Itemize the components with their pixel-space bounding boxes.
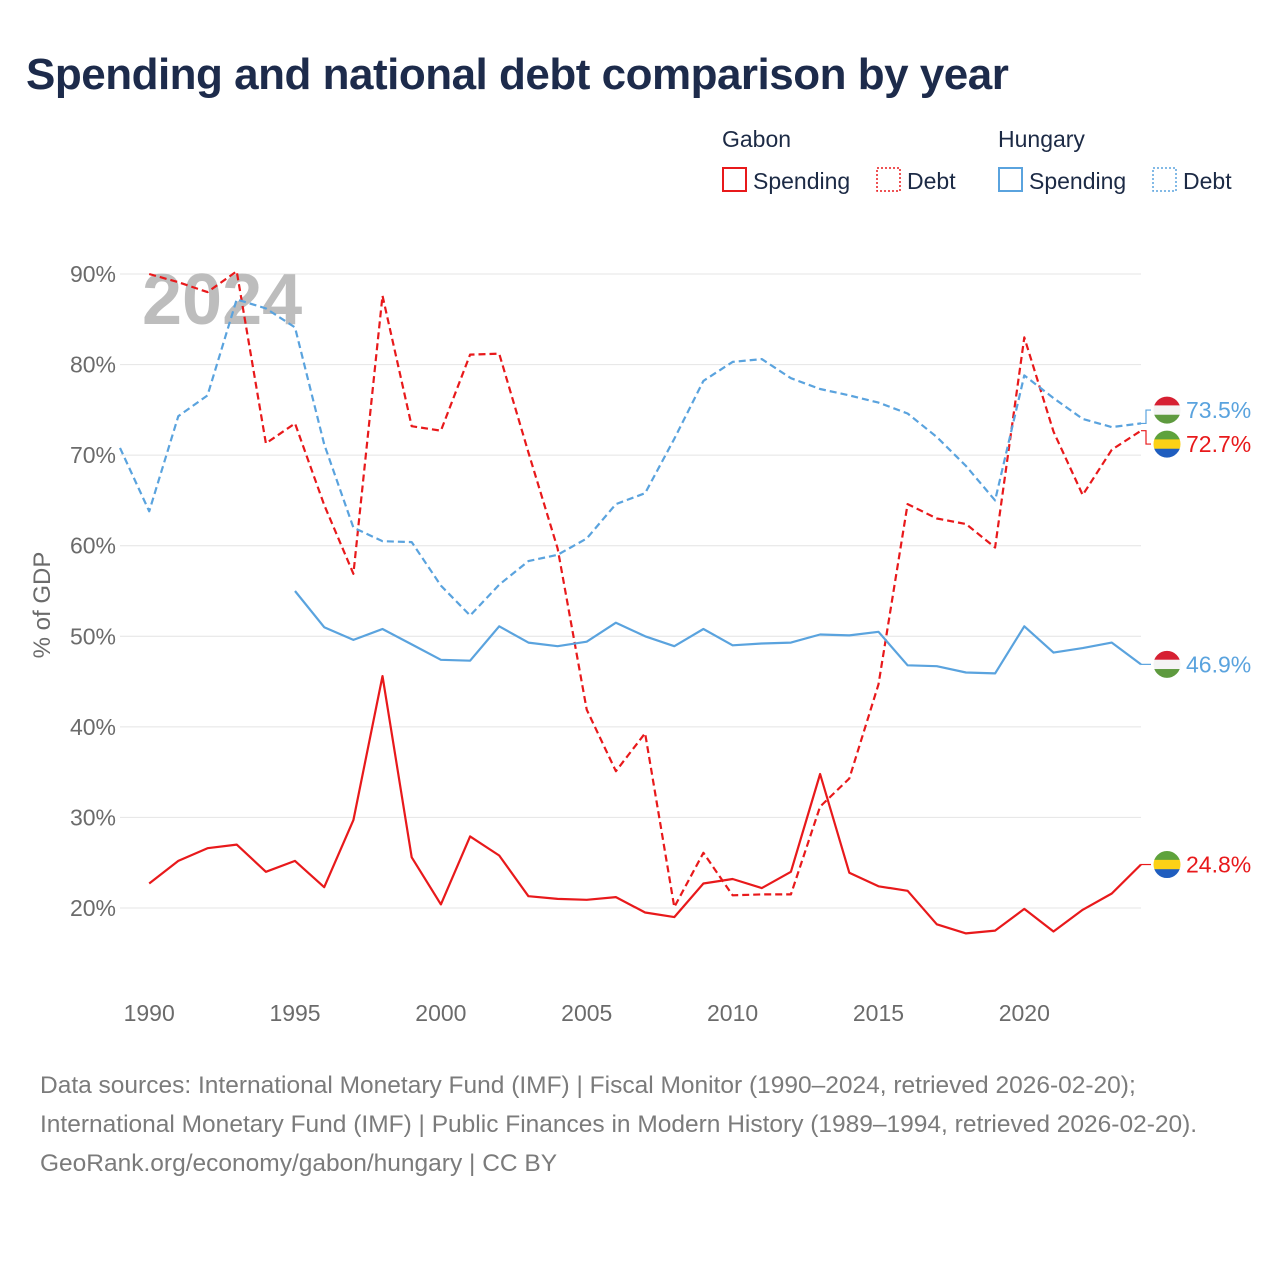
series-line-hungary-debt	[119, 298, 1142, 617]
chart-footer: Data sources: International Monetary Fun…	[40, 1066, 1240, 1183]
end-value-label: 72.7%	[1186, 431, 1251, 457]
end-label-connector	[1141, 430, 1151, 445]
gabon-flag-icon	[1152, 429, 1182, 459]
gabon-flag-icon	[1152, 850, 1182, 880]
end-value-label: 73.5%	[1186, 397, 1251, 423]
legend-entry-label: Debt	[1183, 168, 1232, 194]
x-tick-label: 2020	[999, 1000, 1050, 1026]
end-label-connector	[1141, 409, 1151, 425]
legend-entry-label: Debt	[907, 168, 956, 194]
data-sources-note: Data sources: International Monetary Fun…	[40, 1072, 1198, 1138]
y-tick-label: 90%	[70, 261, 116, 287]
x-tick-label: 2010	[707, 1000, 758, 1026]
line-chart: 2024 20% 30% 40% 50% 60% 70% 80% 90% 1990 1995 200…	[29, 126, 1251, 1026]
series-line-hungary-spending	[294, 590, 1142, 675]
x-tick-label: 1995	[269, 1000, 320, 1026]
y-tick-label: 70%	[70, 442, 116, 468]
y-tick-label: 40%	[70, 714, 116, 740]
legend-group-title: Gabon	[722, 126, 791, 152]
series-line-gabon-debt	[148, 270, 1142, 909]
end-value-label: 46.9%	[1186, 651, 1251, 677]
legend-swatch	[722, 167, 747, 192]
legend-swatch	[876, 167, 901, 192]
legend: Gabon Spending Debt Hungary Spending Debt	[722, 126, 1232, 194]
end-labels: 73.5% 72.7% 46.9% 24.8%	[1141, 395, 1251, 880]
legend-group-title: Hungary	[998, 126, 1085, 152]
x-tick-label: 2005	[561, 1000, 612, 1026]
y-tick-label: 30%	[70, 804, 116, 830]
series-line-gabon-spending	[148, 674, 1142, 935]
y-tick-label: 20%	[70, 895, 116, 921]
y-tick-label: 80%	[70, 352, 116, 378]
y-axis-label: % of GDP	[29, 552, 56, 659]
gridlines	[120, 273, 1141, 909]
x-tick-label: 2000	[415, 1000, 466, 1026]
hungary-flag-icon	[1152, 395, 1182, 425]
y-tick-label: 60%	[70, 533, 116, 559]
legend-swatch	[1152, 167, 1177, 192]
legend-entry-label: Spending	[753, 168, 850, 194]
credit-link[interactable]: GeoRank.org/economy/gabon/hungary | CC B…	[40, 1150, 558, 1177]
year-watermark: 2024	[142, 260, 302, 340]
hungary-flag-icon	[1152, 649, 1182, 679]
chart-title: Spending and national debt comparison by…	[26, 50, 1009, 99]
x-tick-label: 2015	[853, 1000, 904, 1026]
end-value-label: 24.8%	[1186, 852, 1251, 878]
y-tick-label: 50%	[70, 623, 116, 649]
series-lines	[119, 270, 1142, 935]
axes: 20% 30% 40% 50% 60% 70% 80% 90% 1990 1995 2000 2005…	[29, 261, 1050, 1026]
x-tick-label: 1990	[124, 1000, 175, 1026]
legend-swatch	[998, 167, 1023, 192]
legend-entry-label: Spending	[1029, 168, 1126, 194]
